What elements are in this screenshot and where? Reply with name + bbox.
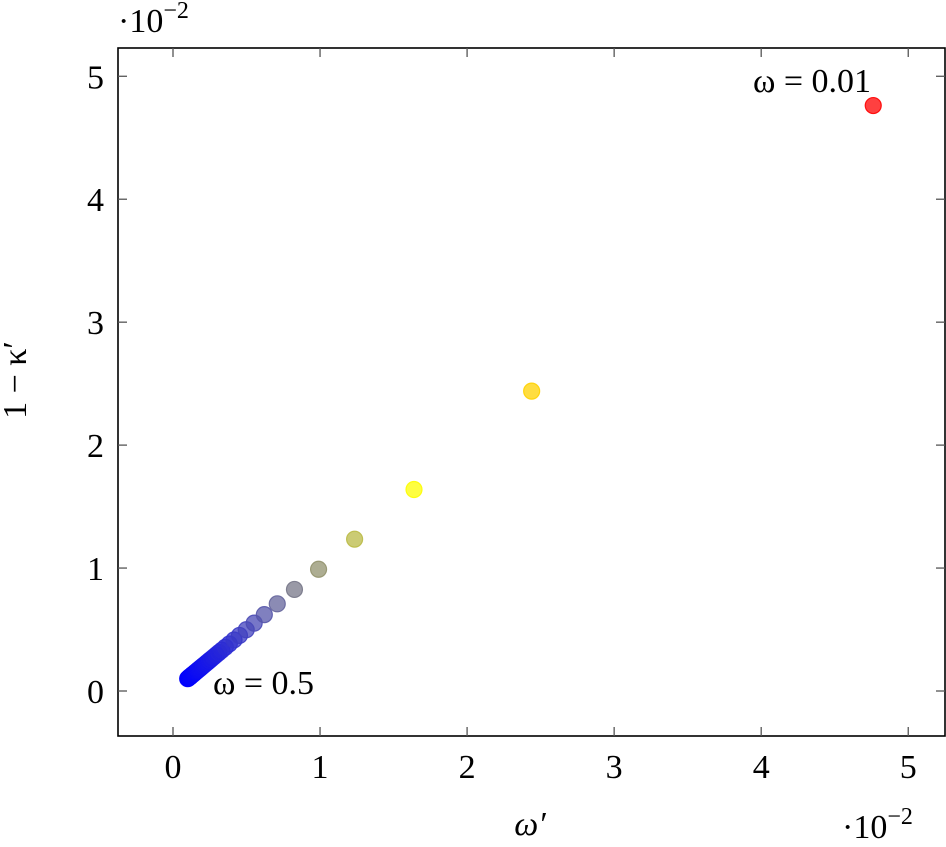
point xyxy=(285,580,304,599)
y-multiplier-base: ·10 xyxy=(118,3,163,40)
point xyxy=(268,595,286,613)
plot-frame xyxy=(117,47,946,737)
y-tick-label: 0 xyxy=(87,674,104,711)
x-tick-label: 5 xyxy=(900,749,917,786)
y-tick-label: 1 xyxy=(87,551,104,588)
x-tick-label: 4 xyxy=(753,749,770,786)
y-axis-label: 1 − κ′ xyxy=(0,341,34,419)
point xyxy=(309,560,328,578)
x-multiplier-exponent: −2 xyxy=(887,804,913,830)
point xyxy=(405,480,423,499)
point xyxy=(346,530,364,548)
y-tick-label: 5 xyxy=(87,59,104,96)
annotation: ω = 0.01 xyxy=(753,63,871,100)
y-tick-label: 4 xyxy=(87,182,104,219)
x-tick-label: 0 xyxy=(164,749,181,786)
x-axis-label: ω′ xyxy=(514,806,546,843)
y-tick-label: 3 xyxy=(87,305,104,342)
y-tick-label: 2 xyxy=(87,428,104,465)
point xyxy=(864,96,882,115)
x-multiplier: ·10−2 xyxy=(842,804,913,846)
x-tick-label: 3 xyxy=(606,749,623,786)
point xyxy=(523,382,541,400)
point xyxy=(255,606,273,624)
x-multiplier-base: ·10 xyxy=(842,809,887,846)
annotation: ω = 0.5 xyxy=(213,665,314,702)
x-tick-label: 2 xyxy=(459,749,476,786)
x-tick-label: 1 xyxy=(312,749,329,786)
y-multiplier-exponent: −2 xyxy=(163,0,189,24)
y-multiplier: ·10−2 xyxy=(118,0,189,40)
